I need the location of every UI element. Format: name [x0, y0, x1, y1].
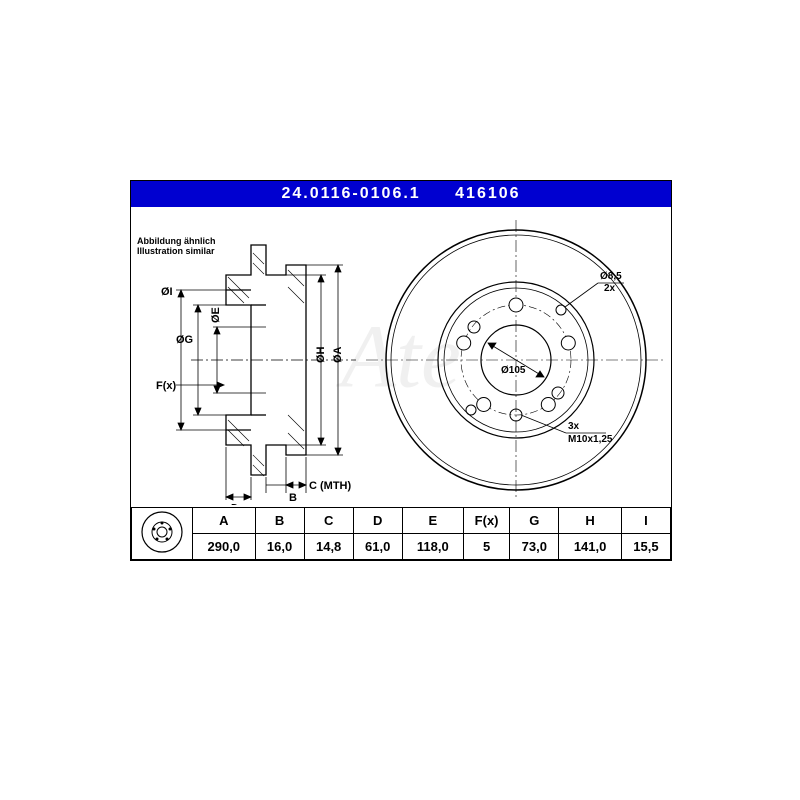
val-Fx: 5 — [463, 534, 509, 560]
front-view-drawing: Ø105 Ø8,5 2x 3x M10x1,25 — [366, 215, 666, 505]
hole-dim-2: 2x — [604, 283, 616, 294]
val-A: 290,0 — [193, 534, 256, 560]
hole-dim-1: Ø8,5 — [600, 271, 622, 282]
col-I: I — [621, 508, 670, 534]
short-code: 416106 — [455, 185, 520, 202]
val-G: 73,0 — [510, 534, 559, 560]
side-view-drawing: ØI ØG ØE ØH ØA F(x) B C (MTH) D — [131, 215, 361, 505]
thread-dim-2: M10x1,25 — [568, 434, 613, 445]
label-dia-G: ØG — [176, 334, 193, 346]
part-number: 24.0116-0106.1 — [281, 185, 420, 202]
label-Fx: F(x) — [156, 380, 177, 392]
label-dia-I: ØI — [161, 286, 173, 298]
col-Fx: F(x) — [463, 508, 509, 534]
header-bar: 24.0116-0106.1 416106 — [131, 181, 671, 207]
col-G: G — [510, 508, 559, 534]
table-value-row: 290,0 16,0 14,8 61,0 118,0 5 73,0 141,0 … — [132, 534, 671, 560]
dimension-table: A B C D E F(x) G H I 290,0 16,0 14,8 61,… — [131, 507, 671, 560]
drawing-area: Abbildung ähnlich Illustration similar A… — [131, 207, 671, 507]
col-B: B — [255, 508, 304, 534]
val-B: 16,0 — [255, 534, 304, 560]
diagram-container: 24.0116-0106.1 416106 Abbildung ähnlich … — [130, 180, 672, 561]
col-C: C — [304, 508, 353, 534]
val-D: 61,0 — [353, 534, 402, 560]
col-D: D — [353, 508, 402, 534]
col-H: H — [559, 508, 622, 534]
label-D: D — [231, 503, 238, 505]
col-A: A — [193, 508, 256, 534]
col-E: E — [402, 508, 463, 534]
table-icon-cell — [132, 508, 193, 560]
val-E: 118,0 — [402, 534, 463, 560]
val-I: 15,5 — [621, 534, 670, 560]
center-hole-dim: Ø105 — [501, 365, 526, 376]
thread-dim-1: 3x — [568, 421, 580, 432]
val-C: 14,8 — [304, 534, 353, 560]
table-header-row: A B C D E F(x) G H I — [132, 508, 671, 534]
label-dia-E: ØE — [210, 307, 222, 323]
label-dia-A: ØA — [332, 346, 344, 363]
disc-icon — [137, 510, 187, 554]
label-B: B — [289, 492, 297, 504]
val-H: 141,0 — [559, 534, 622, 560]
label-C: C (MTH) — [309, 480, 351, 492]
label-dia-H: ØH — [315, 346, 327, 363]
